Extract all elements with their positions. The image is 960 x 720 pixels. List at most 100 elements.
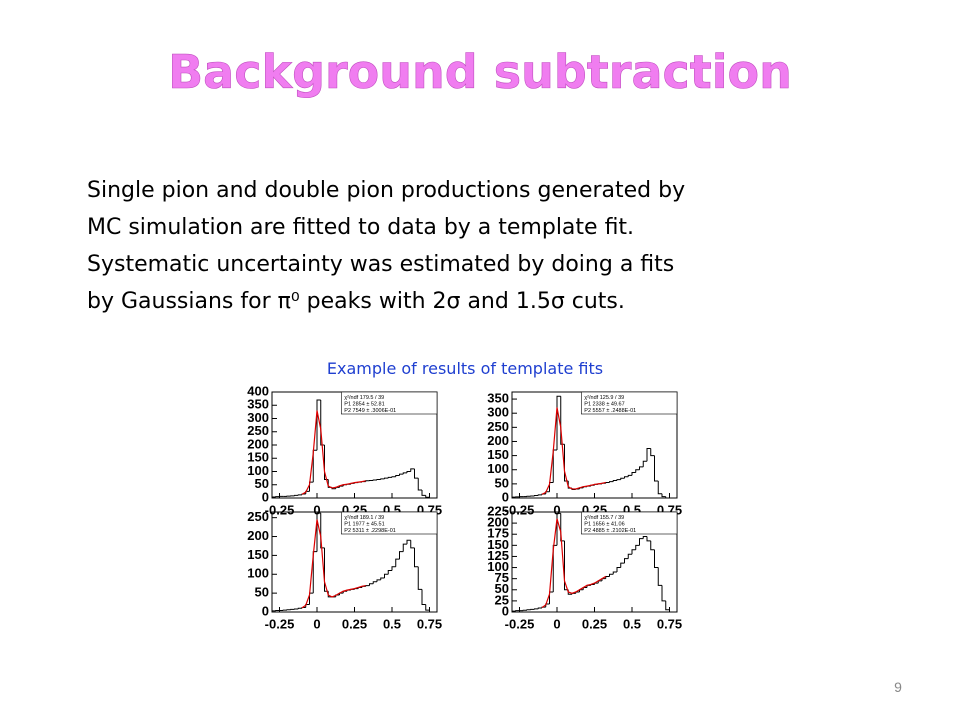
histogram-bin: [297, 494, 302, 496]
histogram-bin: [380, 577, 385, 580]
x-tick-label: 0: [553, 616, 560, 631]
page-number: 9: [894, 679, 902, 695]
y-tick-label: 0: [502, 603, 509, 618]
y-tick-label: 125: [487, 548, 509, 563]
x-tick-label: -0.25: [265, 616, 295, 631]
y-tick-label: 350: [247, 397, 269, 412]
histogram-bin: [556, 395, 561, 450]
y-tick-label: 250: [487, 419, 509, 434]
stats-line: χ²/ndf 189.1 / 39: [344, 515, 384, 521]
histogram-bin: [650, 448, 655, 457]
histogram-bin: [552, 449, 557, 483]
histogram-bin: [414, 468, 419, 479]
histogram-bin: [297, 607, 302, 609]
histogram-bin: [406, 539, 411, 545]
histogram-bin: [414, 547, 419, 568]
stats-box: [340, 511, 438, 535]
histogram-bin: [665, 600, 670, 611]
histogram-bin: [627, 474, 632, 477]
stats-line: P1 1977 ± 45.51: [344, 522, 384, 528]
histogram-bin: [376, 579, 381, 582]
histogram-bin: [624, 476, 629, 479]
y-tick-label: 0: [502, 489, 509, 504]
fit-curve: [301, 519, 366, 609]
histogram-bin: [665, 496, 670, 499]
histogram-bin: [425, 495, 430, 498]
y-tick-label: 175: [487, 526, 509, 541]
histogram-bin: [316, 512, 321, 552]
histogram-bin: [410, 540, 415, 549]
y-tick-label: 150: [247, 450, 269, 465]
x-tick-label: 0: [313, 616, 320, 631]
histogram-bin: [271, 496, 276, 498]
histogram-bin: [417, 566, 422, 590]
histogram-bin: [552, 544, 557, 592]
histogram-bin: [406, 471, 411, 473]
body-line: Systematic uncertainty was estimated by …: [87, 252, 674, 277]
histogram-bin: [620, 562, 625, 568]
x-tick-label: 0.5: [623, 616, 641, 631]
y-tick-label: 75: [495, 570, 509, 585]
y-tick-label: 300: [247, 410, 269, 425]
y-tick-label: 0: [262, 603, 269, 618]
histogram-bin: [421, 589, 426, 605]
x-tick-label: 0: [313, 502, 320, 517]
histogram-bin: [661, 585, 666, 602]
histogram-bin: [616, 567, 621, 572]
stats-line: P2 4885 ± .2102E-01: [584, 528, 636, 534]
caption: Example of results of template fits: [327, 359, 603, 378]
histogram-bin: [642, 460, 647, 467]
histogram-bin: [421, 490, 426, 496]
histogram-bin: [654, 549, 659, 569]
histogram-bin: [376, 478, 381, 480]
histogram-bin: [612, 479, 617, 482]
stats-box: [340, 391, 438, 415]
y-tick-label: 150: [487, 537, 509, 552]
histogram-bin: [294, 494, 299, 496]
y-tick-label: 300: [487, 405, 509, 420]
fit-curve: [301, 410, 366, 495]
y-tick-label: 400: [247, 383, 269, 398]
stats-line: χ²/ndf 155.7 / 39: [584, 515, 624, 521]
histogram-bin: [642, 535, 647, 539]
stats-box: [580, 391, 678, 415]
histogram-bin: [661, 493, 666, 498]
histogram-bin: [380, 478, 385, 480]
slide-title: Background subtraction: [168, 45, 792, 99]
y-tick-label: 200: [247, 436, 269, 451]
y-tick-label: 200: [487, 515, 509, 530]
histogram-bin: [387, 569, 392, 575]
histogram-bin: [511, 496, 516, 498]
x-tick-label: 0.25: [342, 616, 367, 631]
histogram-bin: [635, 544, 640, 550]
body-line: MC simulation are fitted to data by a te…: [87, 215, 634, 240]
histogram-bin: [646, 448, 651, 462]
histogram-bin: [410, 468, 415, 472]
histogram-bin: [624, 558, 629, 564]
histogram-bin: [654, 455, 659, 482]
histogram-bin: [639, 538, 644, 546]
stats-line: P1 2338 ± 49.67: [584, 402, 624, 408]
histogram-bin: [320, 513, 325, 549]
histogram-bin: [320, 399, 325, 446]
histogram-bin: [631, 549, 636, 555]
histogram-bin: [657, 567, 662, 586]
y-tick-label: 50: [495, 475, 509, 490]
y-tick-label: 100: [487, 559, 509, 574]
histogram-bin: [271, 610, 276, 612]
x-tick-label: 0.75: [417, 616, 442, 631]
x-tick-label: -0.25: [505, 502, 535, 517]
x-tick-label: 0: [553, 502, 560, 517]
histogram-bin: [429, 497, 434, 499]
histogram-bin: [537, 494, 542, 496]
histogram-bin: [511, 610, 516, 612]
y-tick-label: 150: [247, 547, 269, 562]
histogram-bin: [316, 399, 321, 451]
y-tick-label: 250: [247, 423, 269, 438]
histogram-bin: [425, 604, 430, 611]
y-tick-label: 200: [487, 433, 509, 448]
histogram-bin: [365, 480, 370, 482]
histogram-bin: [537, 607, 542, 609]
histogram-bin: [399, 473, 404, 476]
